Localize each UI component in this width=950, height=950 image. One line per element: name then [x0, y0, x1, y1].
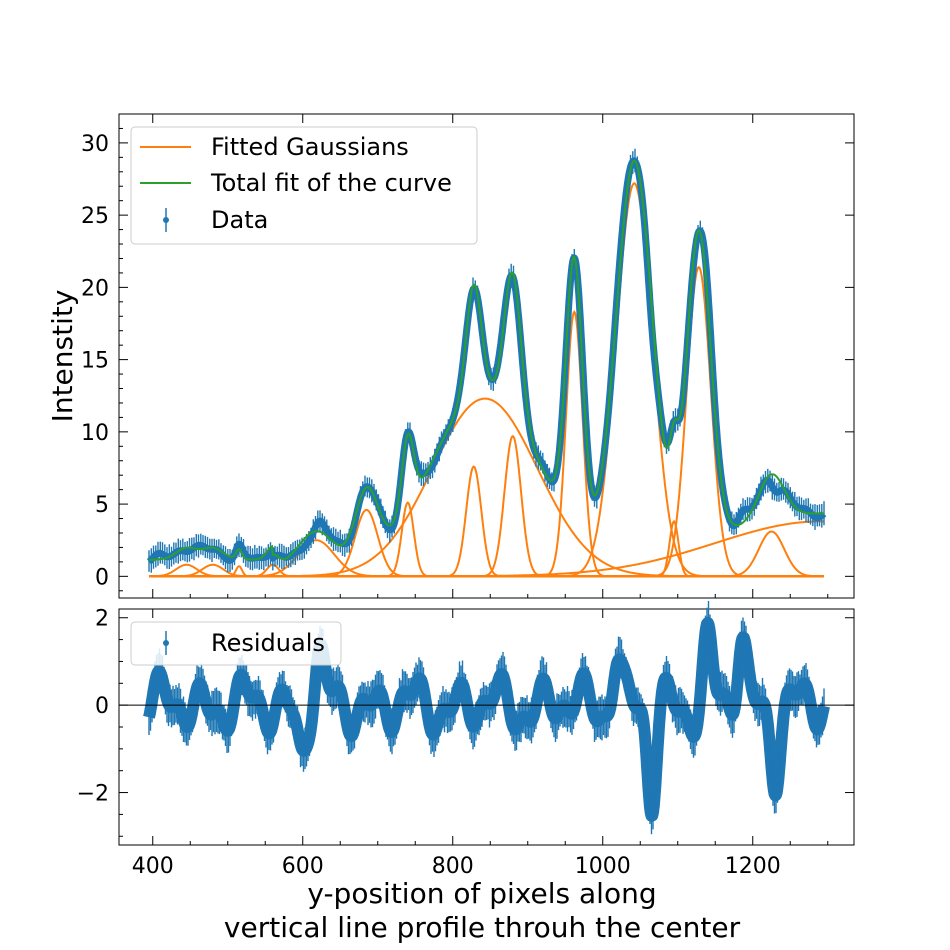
y-tick-label: 15: [81, 349, 109, 374]
legend-swatch-residuals-marker: [163, 640, 169, 646]
legend-label-total-fit: Total fit of the curve: [210, 169, 452, 197]
legend-label-residuals: Residuals: [211, 629, 325, 657]
legend-label-gaussians: Fitted Gaussians: [211, 133, 409, 161]
y-tick-label: 10: [81, 421, 109, 446]
total-fit-line: [149, 159, 824, 561]
residual-y-tick-label: −2: [77, 782, 109, 807]
residual-legend-box: [130, 621, 342, 666]
x-axis-ticks: 400 600 800 1000 1200: [132, 609, 829, 879]
residual-y-tick-label: 2: [95, 607, 109, 632]
legend: Fitted Gaussians Total fit of the curve …: [130, 126, 478, 245]
x-axis-label-line: y-position of pixels along: [307, 877, 656, 910]
gaussian-curve: [149, 520, 825, 578]
x-tick-label: 1000: [575, 854, 631, 879]
residual-legend: Residuals: [130, 621, 342, 666]
residual-plot: −2 0 2 400 600 800 1000 1200 Residuals y-posit…: [77, 600, 855, 944]
residual-y-tick-label: 0: [95, 694, 109, 719]
residual-y-axis-ticks: −2 0 2: [77, 607, 854, 837]
x-tick-label: 600: [282, 854, 324, 879]
y-tick-label: 25: [81, 204, 109, 229]
x-axis-label-line: vertical line profile throuh the center: [224, 911, 741, 944]
main-plot: 0 5 10 15 20 25 30 Intenstity Fitted Gaussians…: [46, 113, 855, 599]
x-tick-label: 800: [432, 854, 474, 879]
y-tick-label: 20: [81, 276, 109, 301]
x-axis-ticks-top-plot: [152, 114, 829, 598]
y-tick-label: 5: [95, 493, 109, 518]
legend-label-data: Data: [211, 206, 268, 234]
y-tick-label: 0: [95, 565, 109, 590]
y-tick-label: 30: [81, 132, 109, 157]
y-axis-ticks: 0 5 10 15 20 25 30: [81, 113, 854, 592]
residuals-series: [143, 600, 830, 835]
x-tick-label: 1200: [725, 854, 781, 879]
x-tick-label: 400: [132, 854, 174, 879]
y-axis-label: Intenstity: [46, 290, 79, 423]
x-axis-label: y-position of pixels along vertical line …: [224, 877, 741, 944]
legend-swatch-data-marker: [163, 217, 169, 223]
legend-box: [130, 126, 478, 245]
